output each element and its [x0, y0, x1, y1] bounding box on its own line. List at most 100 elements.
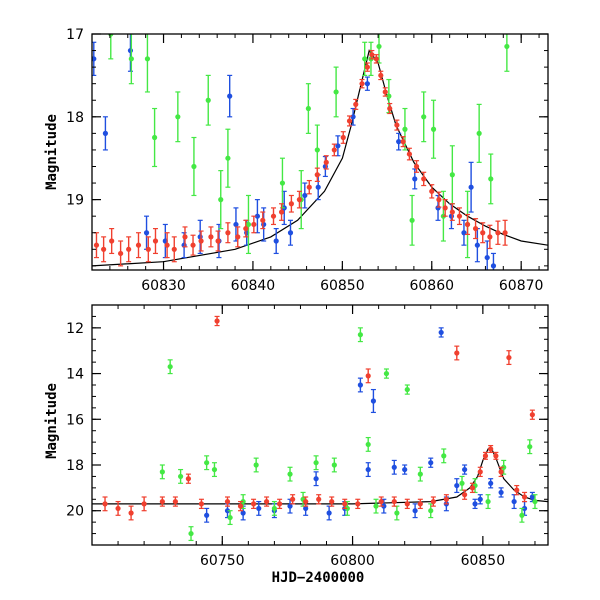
green-data-point	[211, 462, 218, 478]
bottom-ylabel: Magnitude	[44, 383, 60, 459]
red-data-point	[306, 179, 312, 195]
green-data-point	[519, 507, 525, 523]
red-data-point	[102, 496, 108, 512]
red-data-point	[506, 350, 512, 366]
blue-data-point	[488, 478, 494, 489]
red-data-point	[477, 466, 483, 478]
green-data-point	[488, 153, 494, 205]
red-data-point	[290, 494, 296, 505]
red-data-point	[469, 482, 476, 494]
green-data-point	[527, 439, 533, 455]
blue-data-point	[326, 505, 332, 521]
green-data-point	[218, 170, 224, 230]
red-data-point	[464, 213, 471, 235]
red-data-point	[442, 199, 448, 217]
blue-data-point	[227, 74, 233, 118]
red-data-point	[495, 220, 501, 245]
green-data-point	[485, 494, 491, 510]
green-data-point	[159, 464, 165, 480]
red-data-point	[329, 496, 335, 507]
red-data-point	[482, 451, 489, 460]
green-data-point	[128, 34, 134, 85]
red-data-point	[417, 498, 423, 510]
red-data-point	[454, 345, 460, 361]
red-data-point	[378, 70, 384, 81]
blue-data-point	[396, 132, 402, 151]
red-data-point	[263, 496, 270, 507]
x-tick-label: 60860	[409, 278, 454, 294]
plot-area	[92, 34, 548, 270]
red-data-point	[250, 498, 257, 510]
red-data-point	[391, 496, 397, 507]
green-data-point	[314, 124, 320, 176]
red-data-point	[182, 226, 188, 248]
green-data-point	[449, 145, 455, 205]
y-tick-label: 18	[66, 110, 84, 126]
green-data-point	[175, 91, 181, 143]
red-data-point	[164, 232, 170, 259]
green-data-point	[394, 505, 400, 521]
red-data-point	[198, 230, 204, 252]
blue-data-point	[204, 507, 210, 523]
green-data-point	[333, 66, 339, 118]
y-tick-label: 19	[66, 193, 84, 209]
blue-data-point	[287, 219, 294, 246]
blue-data-point	[428, 457, 434, 468]
red-data-point	[502, 219, 508, 246]
red-data-point	[400, 136, 406, 148]
green-data-point	[504, 34, 510, 72]
green-data-point	[441, 448, 447, 464]
blue-data-point	[490, 252, 497, 270]
green-data-point	[532, 494, 538, 510]
green-data-point	[357, 327, 363, 343]
red-data-point	[208, 226, 214, 248]
green-data-point	[344, 500, 350, 516]
green-data-point	[501, 459, 507, 475]
green-data-point	[459, 475, 465, 491]
green-data-point	[362, 41, 368, 77]
blue-data-point	[472, 498, 478, 510]
green-data-point	[331, 457, 337, 473]
red-data-point	[346, 115, 353, 127]
plot-area	[92, 315, 548, 542]
red-data-point	[128, 505, 134, 521]
blue-data-point	[370, 388, 377, 414]
y-tick-label: 20	[66, 504, 84, 520]
blue-data-point	[322, 155, 328, 178]
red-data-point	[429, 184, 435, 199]
green-data-point	[300, 491, 306, 507]
x-tick-label: 60870	[499, 278, 544, 294]
blue-data-point	[197, 219, 203, 255]
green-data-point	[167, 359, 173, 375]
green-data-point	[204, 455, 210, 471]
red-data-point	[480, 222, 486, 244]
red-data-point	[214, 315, 220, 327]
red-data-point	[488, 444, 494, 454]
blue-data-point	[357, 377, 363, 393]
red-data-point	[378, 496, 384, 507]
blue-data-point	[468, 161, 474, 213]
blue-data-point	[438, 327, 444, 338]
red-data-point	[413, 160, 420, 173]
x-tick-label: 60850	[461, 553, 506, 569]
green-data-point	[421, 91, 427, 143]
green-data-point	[365, 436, 371, 452]
green-data-point	[205, 74, 211, 126]
red-data-point	[235, 226, 241, 248]
bottom-xlabel: HJD−2400000	[272, 570, 365, 586]
red-data-point	[529, 409, 535, 420]
blue-data-point	[511, 494, 517, 510]
red-data-point	[237, 500, 244, 512]
green-data-point	[240, 494, 246, 510]
red-data-point	[521, 491, 528, 503]
red-data-point	[364, 62, 370, 72]
green-data-point	[305, 83, 311, 134]
red-data-point	[342, 498, 348, 510]
green-data-point	[225, 128, 231, 188]
x-tick-label: 60830	[141, 278, 186, 294]
blue-data-point	[350, 107, 356, 126]
green-data-point	[417, 466, 423, 482]
red-data-point	[331, 143, 337, 157]
green-data-point	[253, 457, 259, 473]
green-data-point	[245, 194, 252, 255]
